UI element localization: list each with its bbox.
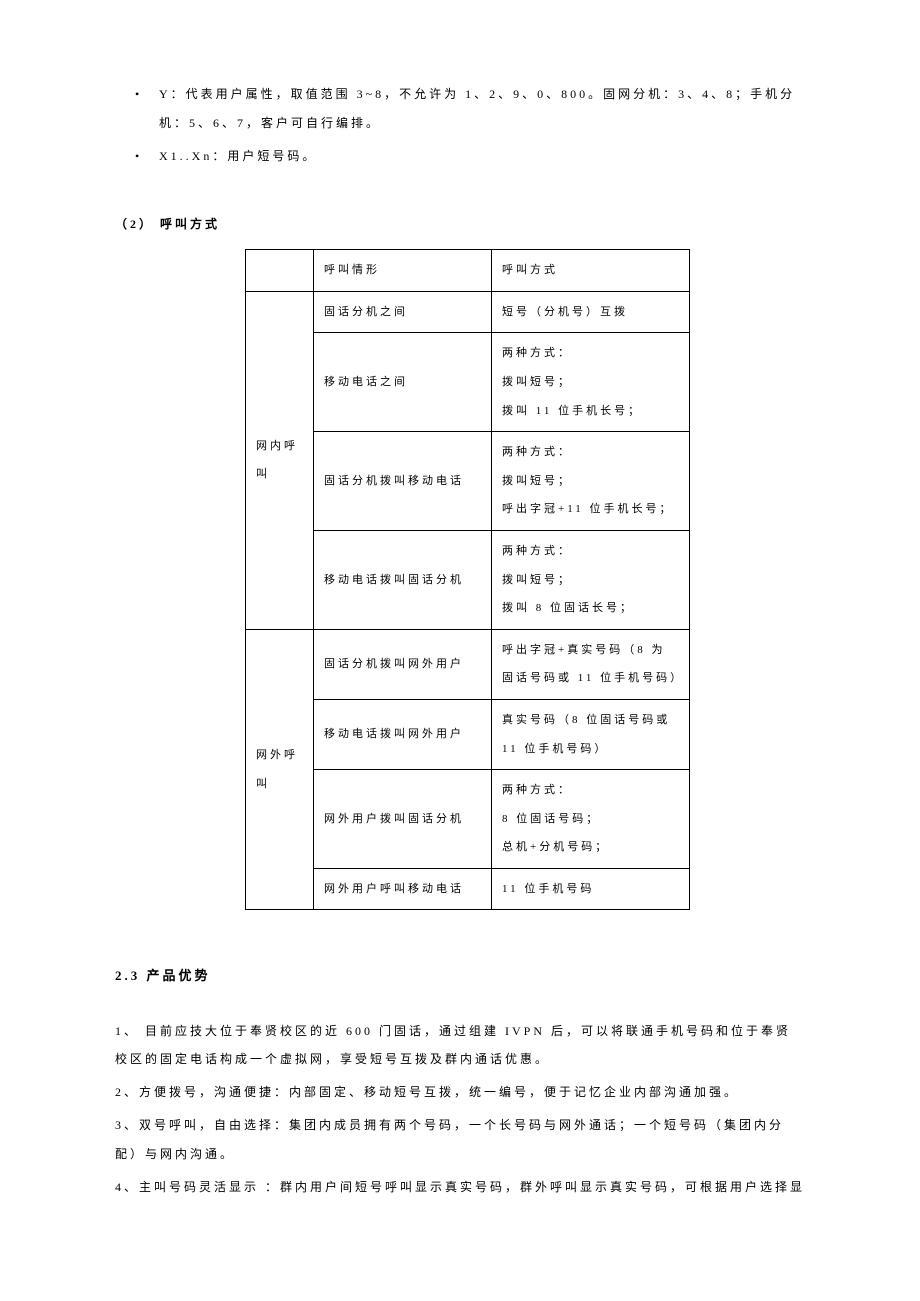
paragraph: 1、 目前应技大位于奉贤校区的近 600 门固话，通过组建 IVPN 后，可以将… [115,1017,805,1075]
table-header-row: 呼叫情形 呼叫方式 [246,250,690,292]
table-cell: 移动电话之间 [314,333,492,432]
table-cell: 固话分机之间 [314,291,492,333]
bullet-list: Y：代表用户属性，取值范围 3~8，不允许为 1、2、9、0、800。固网分机：… [135,80,805,170]
table-group-label: 网外呼叫 [246,629,314,910]
heading-text: （2） 呼叫方式 [115,217,220,231]
table-cell: 两种方式：拨叫短号；拨叫 11 位手机长号； [492,333,690,432]
table-cell: 移动电话拨叫网外用户 [314,699,492,769]
bullet-item: Y：代表用户属性，取值范围 3~8，不允许为 1、2、9、0、800。固网分机：… [135,80,805,138]
section-heading-call-method: （2） 呼叫方式 [115,210,805,239]
paragraphs: 1、 目前应技大位于奉贤校区的近 600 门固话，通过组建 IVPN 后，可以将… [115,1017,805,1202]
table-cell: 固话分机拨叫网外用户 [314,629,492,699]
paragraph: 4、主叫号码灵活显示 ：群内用户间短号呼叫显示真实号码，群外呼叫显示真实号码，可… [115,1173,805,1202]
table-cell: 呼出字冠+真实号码（8 为固话号码或 11 位手机号码） [492,629,690,699]
section-heading-advantages: 2.3 产品优势 [115,960,805,991]
table-header-cell: 呼叫方式 [492,250,690,292]
table-cell: 固话分机拨叫移动电话 [314,432,492,531]
table-cell: 网外用户呼叫移动电话 [314,868,492,910]
table-row: 网外呼叫 固话分机拨叫网外用户 呼出字冠+真实号码（8 为固话号码或 11 位手… [246,629,690,699]
bullet-item: X1..Xn：用户短号码。 [135,142,805,171]
paragraph: 2、方便拨号，沟通便捷：内部固定、移动短号互拨，统一编号，便于记忆企业内部沟通加… [115,1078,805,1107]
table-group-label: 网内呼叫 [246,291,314,629]
table-cell: 短号（分机号）互拨 [492,291,690,333]
heading-text: 2.3 产品优势 [115,968,211,983]
bullet-text: X1..Xn：用户短号码。 [159,149,317,163]
table-cell: 移动电话拨叫固话分机 [314,530,492,629]
table-cell: 真实号码（8 位固话号码或 11 位手机号码） [492,699,690,769]
table-cell: 网外用户拨叫固话分机 [314,770,492,869]
table-cell: 两种方式：拨叫短号；呼出字冠+11 位手机长号； [492,432,690,531]
table-header-cell [246,250,314,292]
bullet-text: Y：代表用户属性，取值范围 3~8，不允许为 1、2、9、0、800。固网分机：… [159,87,795,130]
table-header-cell: 呼叫情形 [314,250,492,292]
table-cell: 两种方式：拨叫短号；拨叫 8 位固话长号； [492,530,690,629]
table-cell: 11 位手机号码 [492,868,690,910]
call-method-table: 呼叫情形 呼叫方式 网内呼叫 固话分机之间 短号（分机号）互拨 移动电话之间 两… [245,249,690,910]
table-cell: 两种方式：8 位固话号码；总机+分机号码； [492,770,690,869]
paragraph: 3、双号呼叫，自由选择：集团内成员拥有两个号码，一个长号码与网外通话；一个短号码… [115,1111,805,1169]
table-row: 网内呼叫 固话分机之间 短号（分机号）互拨 [246,291,690,333]
